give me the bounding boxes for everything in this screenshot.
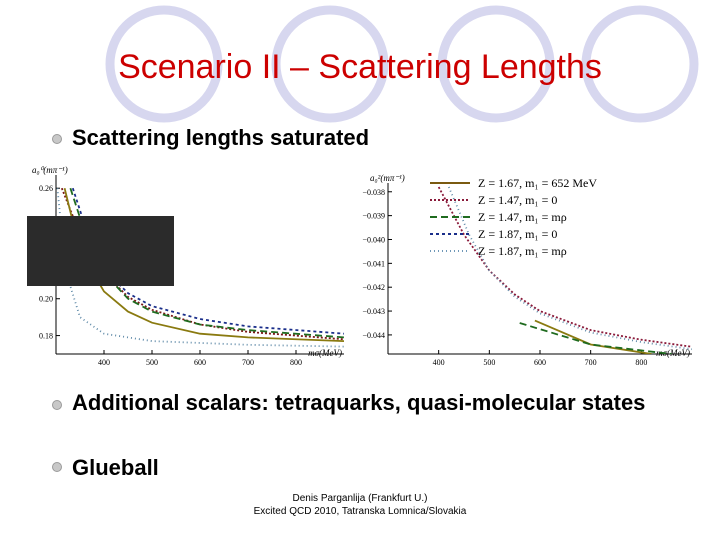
y-tick-label: 0.26 [39, 184, 53, 193]
legend-label: Z = 1.47, m₁ = 0 [478, 193, 557, 207]
x-tick-label: 700 [585, 358, 597, 365]
legend-label: Z = 1.67, m₁ = 652 MeV [478, 176, 597, 190]
overlay-block [27, 216, 174, 286]
series-line-3 [71, 187, 344, 335]
series-line-1 [447, 186, 692, 351]
y-tick-label: 0.20 [39, 295, 53, 304]
legend-label: Z = 1.47, m₁ = mρ [478, 210, 567, 224]
bullet-marker [52, 134, 62, 144]
series-line-0 [437, 186, 692, 348]
series-line-4 [56, 188, 344, 348]
y-tick-label: −0.038 [362, 188, 385, 197]
slide-title: Scenario II – Scattering Lengths [118, 48, 602, 86]
legend-label: Z = 1.87, m₁ = 0 [478, 227, 557, 241]
decorative-rings [105, 5, 699, 123]
bullet-scattering-lengths: Scattering lengths saturated [72, 125, 370, 150]
footer-author: Denis Parganlija (Frankfurt U.) [292, 493, 428, 504]
x-tick-label: 400 [98, 358, 110, 365]
series-line-2 [69, 187, 344, 339]
y-tick-label: −0.043 [362, 307, 385, 316]
decorative-ring [437, 5, 555, 123]
x-tick-label: 600 [534, 358, 546, 365]
y-tick-label: −0.044 [362, 331, 385, 340]
bullet-marker [52, 462, 62, 472]
series-line-2 [534, 319, 652, 354]
y-tick-label: −0.040 [362, 235, 385, 244]
chart-isospin-two: 400 500 600 700 800 −0.038 −0.039 −0.040 −0.041 −… [362, 173, 692, 365]
decorative-ring [271, 5, 389, 123]
x-tick-label: 500 [483, 358, 495, 365]
decorative-ring [581, 5, 699, 123]
footer: Denis Parganlija (Frankfurt U.) Excited … [0, 492, 720, 518]
x-axis-label: mσ(MeV) [308, 348, 342, 358]
x-tick-label: 400 [433, 358, 445, 365]
x-tick-label: 800 [635, 358, 647, 365]
series-line-3 [519, 322, 672, 354]
bullet-glueball: Glueball [72, 455, 159, 480]
x-tick-label: 500 [146, 358, 158, 365]
y-tick-label: −0.041 [362, 259, 385, 268]
y-axis-label: a₀⁰(mπ⁻¹) [32, 165, 68, 175]
y-axis-label: a₀²(mπ⁻¹) [370, 173, 405, 183]
x-axis-label: mσ(MeV) [656, 348, 690, 358]
decorative-ring [105, 5, 223, 123]
y-tick-label: 0.18 [39, 332, 53, 341]
y-tick-label: −0.039 [362, 212, 385, 221]
y-tick-label: −0.042 [362, 283, 385, 292]
x-tick-label: 700 [242, 358, 254, 365]
x-tick-label: 600 [194, 358, 206, 365]
bullet-marker [52, 400, 62, 410]
x-tick-label: 800 [290, 358, 302, 365]
bullet-additional-scalars: Additional scalars: tetraquarks, quasi-m… [72, 390, 646, 415]
footer-conference: Excited QCD 2010, Tatranska Lomnica/Slov… [253, 506, 467, 517]
legend-label: Z = 1.87, m₁ = mρ [478, 244, 567, 258]
